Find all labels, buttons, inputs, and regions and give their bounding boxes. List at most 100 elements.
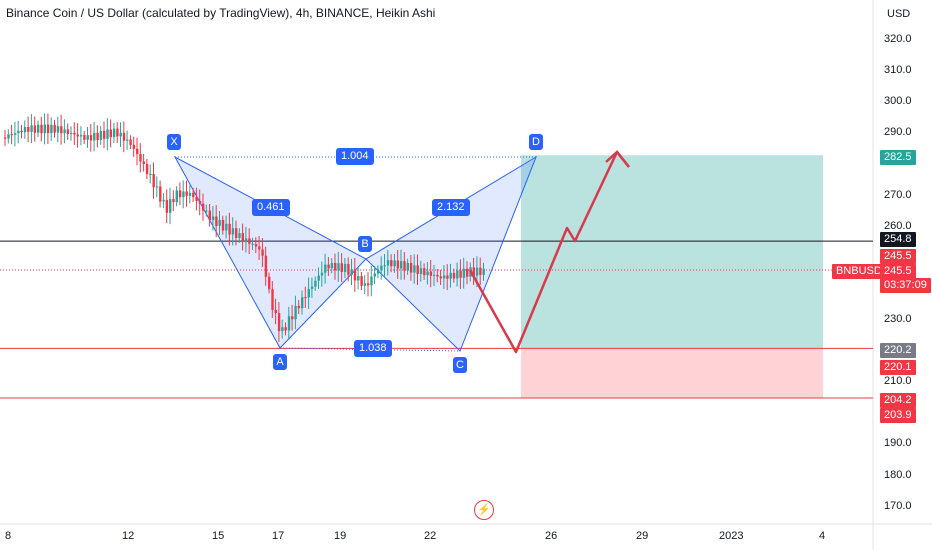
candle-body (317, 275, 320, 281)
candle-body (373, 273, 376, 277)
candle-body (429, 271, 433, 276)
flash-icon[interactable]: ⚡ (474, 500, 494, 520)
candle-body (363, 283, 367, 286)
y-tick-label: 230.0 (884, 313, 912, 325)
candle-body (301, 297, 304, 309)
candle-body (20, 130, 23, 133)
candle-body (340, 263, 343, 272)
candle-body (17, 130, 20, 134)
candle-body (324, 264, 327, 273)
candle-body (198, 200, 202, 204)
candle-body (218, 219, 221, 226)
candle-body (13, 133, 17, 135)
candle-body (53, 124, 56, 133)
candle-body (89, 135, 93, 141)
candle-body (370, 276, 373, 286)
stop-price-tag: 204.2 (880, 393, 916, 408)
candle-body (195, 197, 198, 201)
candle-body (310, 286, 314, 289)
candle-body (136, 148, 139, 155)
candle-body (291, 316, 294, 320)
candle-body (442, 275, 446, 279)
countdown-tag: 03:37:09 (880, 278, 931, 293)
candle-body (33, 125, 37, 133)
candle-body (390, 260, 393, 267)
candle-body (99, 130, 103, 140)
candle-body (86, 135, 89, 140)
candle-body (327, 264, 330, 269)
candle-body (231, 228, 235, 235)
candle-body (126, 139, 129, 141)
x-tick-label: 22 (424, 530, 437, 542)
candle-body (446, 275, 449, 279)
candle-body (314, 280, 317, 287)
candle-body (129, 139, 132, 145)
candle-body (386, 260, 390, 266)
x-tick-label: 29 (636, 530, 649, 542)
candle-body (159, 186, 162, 202)
candle-body (258, 246, 261, 250)
ratio-xd-label: 1.004 (336, 148, 374, 165)
candle-body (122, 132, 126, 141)
candle-body (70, 132, 73, 134)
candle-body (449, 272, 452, 279)
candle-body (350, 269, 353, 275)
hline-price-tag: 254.8 (880, 232, 916, 247)
candle-body (304, 297, 307, 299)
y-tick-label: 180.0 (884, 469, 912, 481)
entry-price-tag-2: 220.1 (880, 360, 916, 375)
candle-body (281, 327, 284, 332)
candle-body (330, 263, 334, 269)
candle-body (274, 309, 277, 314)
candle-body (436, 274, 439, 277)
candle-body (7, 134, 10, 139)
candle-body (63, 129, 66, 134)
symbol-tag: BNBUSD (832, 264, 886, 279)
candle-body (347, 263, 350, 275)
candle-body (277, 313, 281, 332)
candle-body (406, 263, 409, 271)
candle-body (235, 228, 238, 238)
candle-body (475, 267, 479, 276)
candle-body (4, 137, 7, 139)
candle-body (367, 283, 370, 286)
candle-body (426, 271, 429, 276)
candle-body (376, 270, 380, 274)
candle-body (357, 276, 360, 281)
candle-body (162, 199, 165, 202)
candle-body (241, 233, 244, 242)
candle-body (409, 263, 413, 273)
y-tick-label: 210.0 (884, 375, 912, 387)
candle-body (145, 163, 149, 175)
candle-body (192, 192, 195, 198)
candle-body (40, 124, 43, 134)
candle-body (248, 238, 251, 244)
candle-body (462, 268, 466, 278)
candle-body (211, 216, 215, 221)
y-tick-label: 290.0 (884, 126, 912, 138)
candle-body (205, 210, 208, 212)
candle-body (116, 128, 119, 137)
candle-body (83, 135, 86, 140)
candle-body (294, 305, 297, 320)
candle-body (287, 316, 291, 331)
candle-body (416, 265, 419, 275)
candle-body (175, 190, 178, 203)
candle-body (439, 276, 442, 279)
stop-price-tag-2: 203.9 (880, 408, 916, 423)
candle-body (228, 223, 231, 235)
candle-body (93, 132, 96, 141)
candle-body (185, 191, 188, 196)
candle-body (251, 243, 254, 245)
currency-label: USD (887, 8, 911, 20)
candle-body (403, 261, 406, 271)
candle-body (169, 199, 172, 213)
ratio-ac-label: 1.038 (354, 340, 392, 357)
candle-body (482, 268, 485, 275)
x-tick-label: 4 (819, 530, 826, 542)
projection-arrowhead (605, 150, 630, 168)
candle-body (413, 265, 416, 273)
xab-triangle (173, 155, 367, 349)
candle-body (334, 263, 337, 271)
